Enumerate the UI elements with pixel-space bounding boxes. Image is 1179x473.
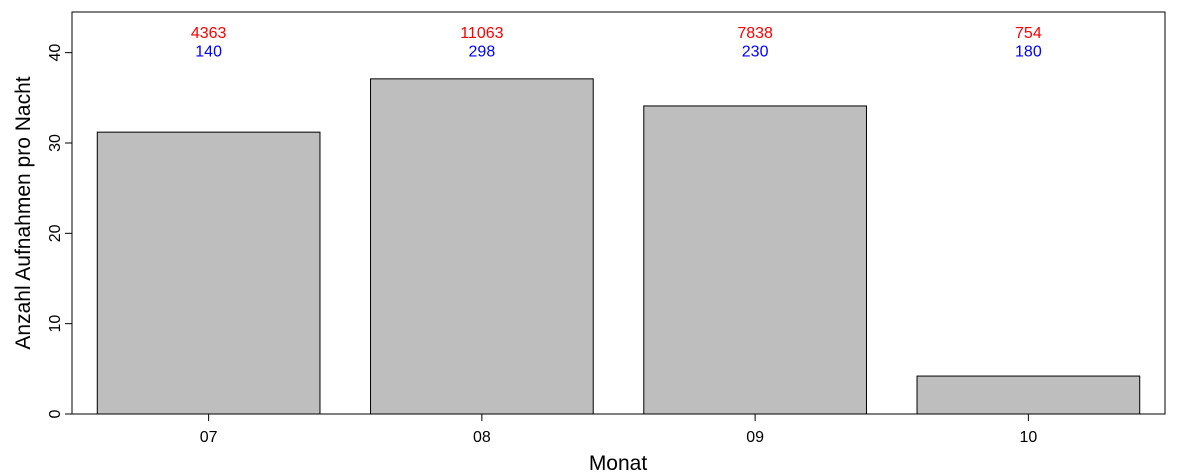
y-tick-label: 40: [47, 44, 64, 62]
x-tick-label: 09: [746, 429, 764, 446]
y-axis-title: Anzahl Aufnahmen pro Nacht: [12, 76, 35, 349]
y-axis: 0 10 20 30 40: [47, 44, 72, 418]
y-tick-label: 10: [47, 315, 64, 333]
annotation-bottom: 180: [1015, 43, 1042, 60]
y-tick-label: 0: [47, 409, 64, 418]
bar-07: [96, 131, 321, 415]
y-tick-label: 30: [47, 134, 64, 152]
bar-09: [643, 105, 867, 415]
annotation-bottom: 230: [742, 43, 769, 60]
annotation-top: 754: [1015, 25, 1042, 42]
x-tick-label: 08: [473, 429, 491, 446]
x-tick-label: 07: [200, 429, 218, 446]
annotation-bottom: 140: [195, 43, 222, 60]
x-axis-title: Monat: [589, 452, 648, 473]
annotation-bottom: 298: [469, 43, 496, 60]
annotation-top: 4363: [191, 25, 227, 42]
x-tick-label: 10: [1019, 429, 1037, 446]
annotation-top: 7838: [737, 25, 773, 42]
x-axis: 07 08 09 10: [200, 414, 1037, 446]
y-tick-label: 20: [47, 224, 64, 242]
annotation-top: 11063: [460, 25, 503, 42]
bar-10: [916, 375, 1141, 415]
plot-area-frame: [71, 11, 1166, 415]
bars: [96, 78, 1141, 415]
bar-08: [370, 78, 594, 415]
